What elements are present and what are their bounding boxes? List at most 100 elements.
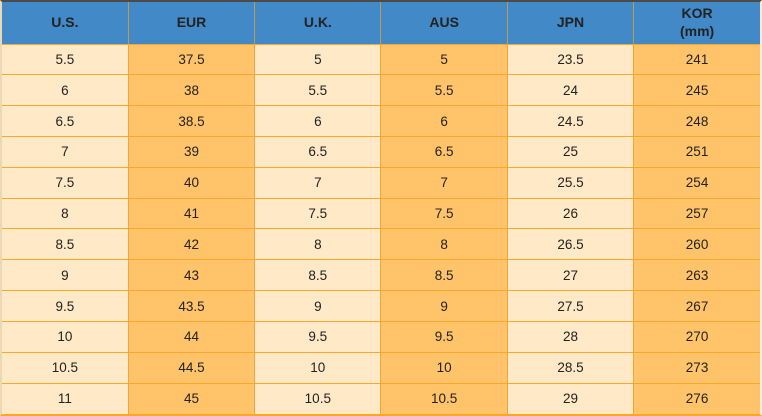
column-header-jpn-label: JPN — [556, 14, 585, 30]
table-cell: 9 — [2, 259, 129, 291]
column-header-kor: KOR (mm) — [633, 2, 760, 45]
table-cell: 8.5 — [2, 228, 129, 260]
header-row: U.S. EUR U.K. AUS JPN KOR (mm) — [2, 2, 760, 45]
table-cell: 43 — [128, 259, 256, 291]
table-cell: 43.5 — [128, 290, 256, 322]
table-cell: 241 — [633, 43, 760, 75]
table-cell: 8.5 — [254, 259, 382, 291]
table-cell: 254 — [633, 166, 760, 199]
table-row: 7.5 40 7 7 25.5 254 — [2, 166, 760, 199]
table-cell: 276 — [633, 382, 760, 414]
table-cell: 24.5 — [507, 105, 635, 137]
column-header-kor-unit: (mm) — [679, 22, 715, 39]
table-header: U.S. EUR U.K. AUS JPN KOR (mm) — [2, 2, 760, 45]
table-row: 9 43 8.5 8.5 27 263 — [2, 259, 760, 291]
column-header-us-label: U.S. — [51, 14, 79, 30]
table-cell: 25 — [507, 135, 635, 168]
table-cell: 273 — [633, 351, 760, 384]
table-cell: 39 — [128, 135, 256, 168]
table-cell: 41 — [128, 197, 256, 229]
table-cell: 6.5 — [2, 105, 129, 137]
table-cell: 251 — [633, 135, 760, 168]
table-cell: 5.5 — [2, 43, 129, 75]
table-cell: 9 — [380, 290, 508, 322]
table-cell: 6.5 — [380, 135, 508, 168]
table-cell: 8 — [380, 228, 508, 260]
table-row: 5.5 37.5 5 5 23.5 241 — [2, 43, 760, 75]
table-cell: 10 — [2, 320, 129, 353]
table-cell: 42 — [128, 228, 256, 260]
table-cell: 8.5 — [380, 259, 508, 291]
table-cell: 10.5 — [380, 382, 508, 414]
table-cell: 26 — [507, 197, 635, 229]
table-cell: 28.5 — [507, 351, 635, 384]
table-cell: 5.5 — [380, 74, 508, 106]
column-header-eur: EUR — [128, 2, 256, 45]
table-cell: 38 — [128, 74, 256, 106]
table-cell: 6 — [2, 74, 129, 106]
table-cell: 267 — [633, 290, 760, 322]
table-cell: 257 — [633, 197, 760, 229]
table-cell: 270 — [633, 320, 760, 353]
table-cell: 7.5 — [254, 197, 382, 229]
table-cell: 44.5 — [128, 351, 256, 384]
table-cell: 6 — [254, 105, 382, 137]
table-cell: 9.5 — [2, 290, 129, 322]
table-row: 7 39 6.5 6.5 25 251 — [2, 135, 760, 168]
column-header-kor-label: KOR — [681, 5, 713, 22]
table-row: 11 45 10.5 10.5 29 276 — [2, 382, 760, 414]
table-cell: 10.5 — [254, 382, 382, 414]
table-cell: 245 — [633, 74, 760, 106]
table-cell: 10 — [380, 351, 508, 384]
table-cell: 6 — [380, 105, 508, 137]
table-cell: 8 — [2, 197, 129, 229]
table-cell: 23.5 — [507, 43, 635, 75]
table-cell: 5.5 — [254, 74, 382, 106]
column-header-uk: U.K. — [254, 2, 382, 45]
column-header-aus: AUS — [380, 2, 508, 45]
table-cell: 5 — [380, 43, 508, 75]
table-cell: 38.5 — [128, 105, 256, 137]
table-cell: 9.5 — [254, 320, 382, 353]
column-header-uk-label: U.K. — [303, 14, 332, 30]
table-row: 6 38 5.5 5.5 24 245 — [2, 74, 760, 106]
table-row: 8 41 7.5 7.5 26 257 — [2, 197, 760, 229]
table-cell: 10.5 — [2, 351, 129, 384]
table-cell: 10 — [254, 351, 382, 384]
table-cell: 7.5 — [380, 197, 508, 229]
table-cell: 263 — [633, 259, 760, 291]
table-cell: 24 — [507, 74, 635, 106]
table-cell: 5 — [254, 43, 382, 75]
table-cell: 25.5 — [507, 166, 635, 199]
table-row: 10 44 9.5 9.5 28 270 — [2, 320, 760, 353]
table-row: 9.5 43.5 9 9 27.5 267 — [2, 290, 760, 322]
table-cell: 7.5 — [2, 166, 129, 199]
table-row: 8.5 42 8 8 26.5 260 — [2, 228, 760, 260]
table-cell: 27 — [507, 259, 635, 291]
table-cell: 37.5 — [128, 43, 256, 75]
table-row: 10.5 44.5 10 10 28.5 273 — [2, 351, 760, 384]
column-header-eur-label: EUR — [176, 14, 207, 30]
table-cell: 44 — [128, 320, 256, 353]
table-cell: 260 — [633, 228, 760, 260]
table-body: 5.5 37.5 5 5 23.5 241 6 38 5.5 5.5 24 245 6.5 38.5 6 6 2… — [2, 43, 760, 414]
table-cell: 45 — [128, 382, 256, 414]
table-cell: 6.5 — [254, 135, 382, 168]
table-cell: 29 — [507, 382, 635, 414]
table-cell: 9 — [254, 290, 382, 322]
table-cell: 27.5 — [507, 290, 635, 322]
table-cell: 28 — [507, 320, 635, 353]
table-cell: 7 — [254, 166, 382, 199]
table-row: 6.5 38.5 6 6 24.5 248 — [2, 105, 760, 137]
table-cell: 8 — [254, 228, 382, 260]
table-cell: 40 — [128, 166, 256, 199]
table-cell: 9.5 — [380, 320, 508, 353]
column-header-jpn: JPN — [507, 2, 635, 45]
table-cell: 7 — [2, 135, 129, 168]
table-cell: 11 — [2, 382, 129, 414]
column-header-us: U.S. — [2, 2, 129, 45]
table-cell: 248 — [633, 105, 760, 137]
table-cell: 26.5 — [507, 228, 635, 260]
